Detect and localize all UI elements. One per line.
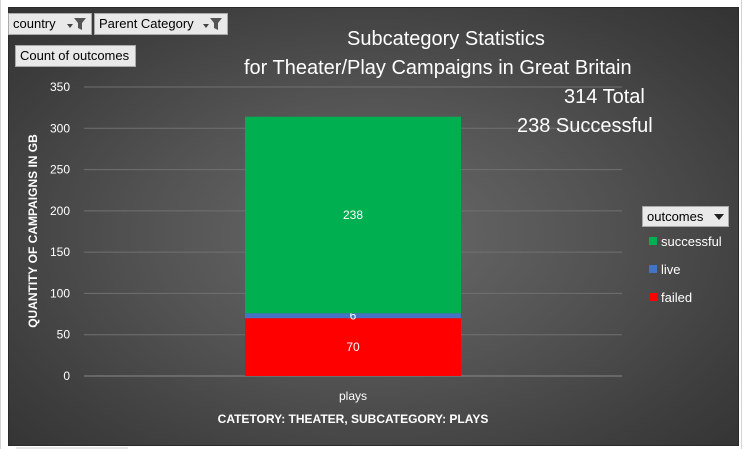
y-tick-label: 100 xyxy=(50,286,70,300)
parent-category-filter-label: Parent Category xyxy=(99,16,194,31)
data-label-failed: 70 xyxy=(346,340,360,354)
value-field-label: Count of outcomes xyxy=(20,48,130,63)
data-label-live: 6 xyxy=(350,309,357,323)
dropdown-arrow-icon xyxy=(714,213,724,220)
legend-item-live[interactable]: live xyxy=(649,261,681,277)
chart-title-line-4: 238 Successful xyxy=(517,115,653,137)
y-tick-label: 50 xyxy=(57,328,71,342)
x-tick-label: plays xyxy=(339,389,367,403)
sheet-gridline xyxy=(0,0,1,449)
data-label-successful: 238 xyxy=(343,208,363,222)
filter-funnel-icon xyxy=(67,18,86,30)
y-tick-label: 200 xyxy=(50,204,70,218)
legend-item-failed[interactable]: failed xyxy=(649,289,692,305)
legend-swatch-live xyxy=(649,265,657,273)
legend-label-failed: failed xyxy=(661,289,693,305)
parent-category-filter-button[interactable]: Parent Category xyxy=(94,13,228,35)
value-field-button[interactable]: Count of outcomes xyxy=(15,45,136,67)
chart-title-line-1: Subcategory Statistics xyxy=(347,28,545,50)
sheet-cell-edge xyxy=(16,447,128,449)
bar-segment-live xyxy=(245,313,461,319)
legend-swatch-successful xyxy=(649,237,657,245)
y-tick-label: 300 xyxy=(50,121,70,135)
y-axis-title: QUANTITY OF CAMPAIGNS IN GB xyxy=(26,134,40,328)
chart-title-line-2: for Theater/Play Campaigns in Great Brit… xyxy=(244,57,632,79)
y-tick-label: 250 xyxy=(50,163,70,177)
x-axis-title: CATETORY: THEATER, SUBCATEGORY: PLAYS xyxy=(218,412,489,426)
filter-funnel-icon xyxy=(203,18,222,30)
bar-segment-failed xyxy=(245,318,461,376)
legend-label-successful: successful xyxy=(661,233,722,249)
y-tick-label: 0 xyxy=(63,369,70,383)
legend-item-successful[interactable]: successful xyxy=(649,233,722,249)
legend-swatch-failed xyxy=(649,293,657,301)
y-tick-label: 150 xyxy=(50,245,70,259)
bar-segment-successful xyxy=(245,116,461,314)
sheet-gridline xyxy=(741,0,742,449)
country-filter-label: country xyxy=(13,16,56,31)
legend-filter-dropdown[interactable]: outcomes xyxy=(642,206,729,227)
legend-filter-label: outcomes xyxy=(647,209,704,224)
legend-label-live: live xyxy=(661,261,681,277)
country-filter-button[interactable]: country xyxy=(8,13,92,35)
y-tick-label: 350 xyxy=(50,80,70,94)
chart-title-line-3: 314 Total xyxy=(564,86,645,108)
